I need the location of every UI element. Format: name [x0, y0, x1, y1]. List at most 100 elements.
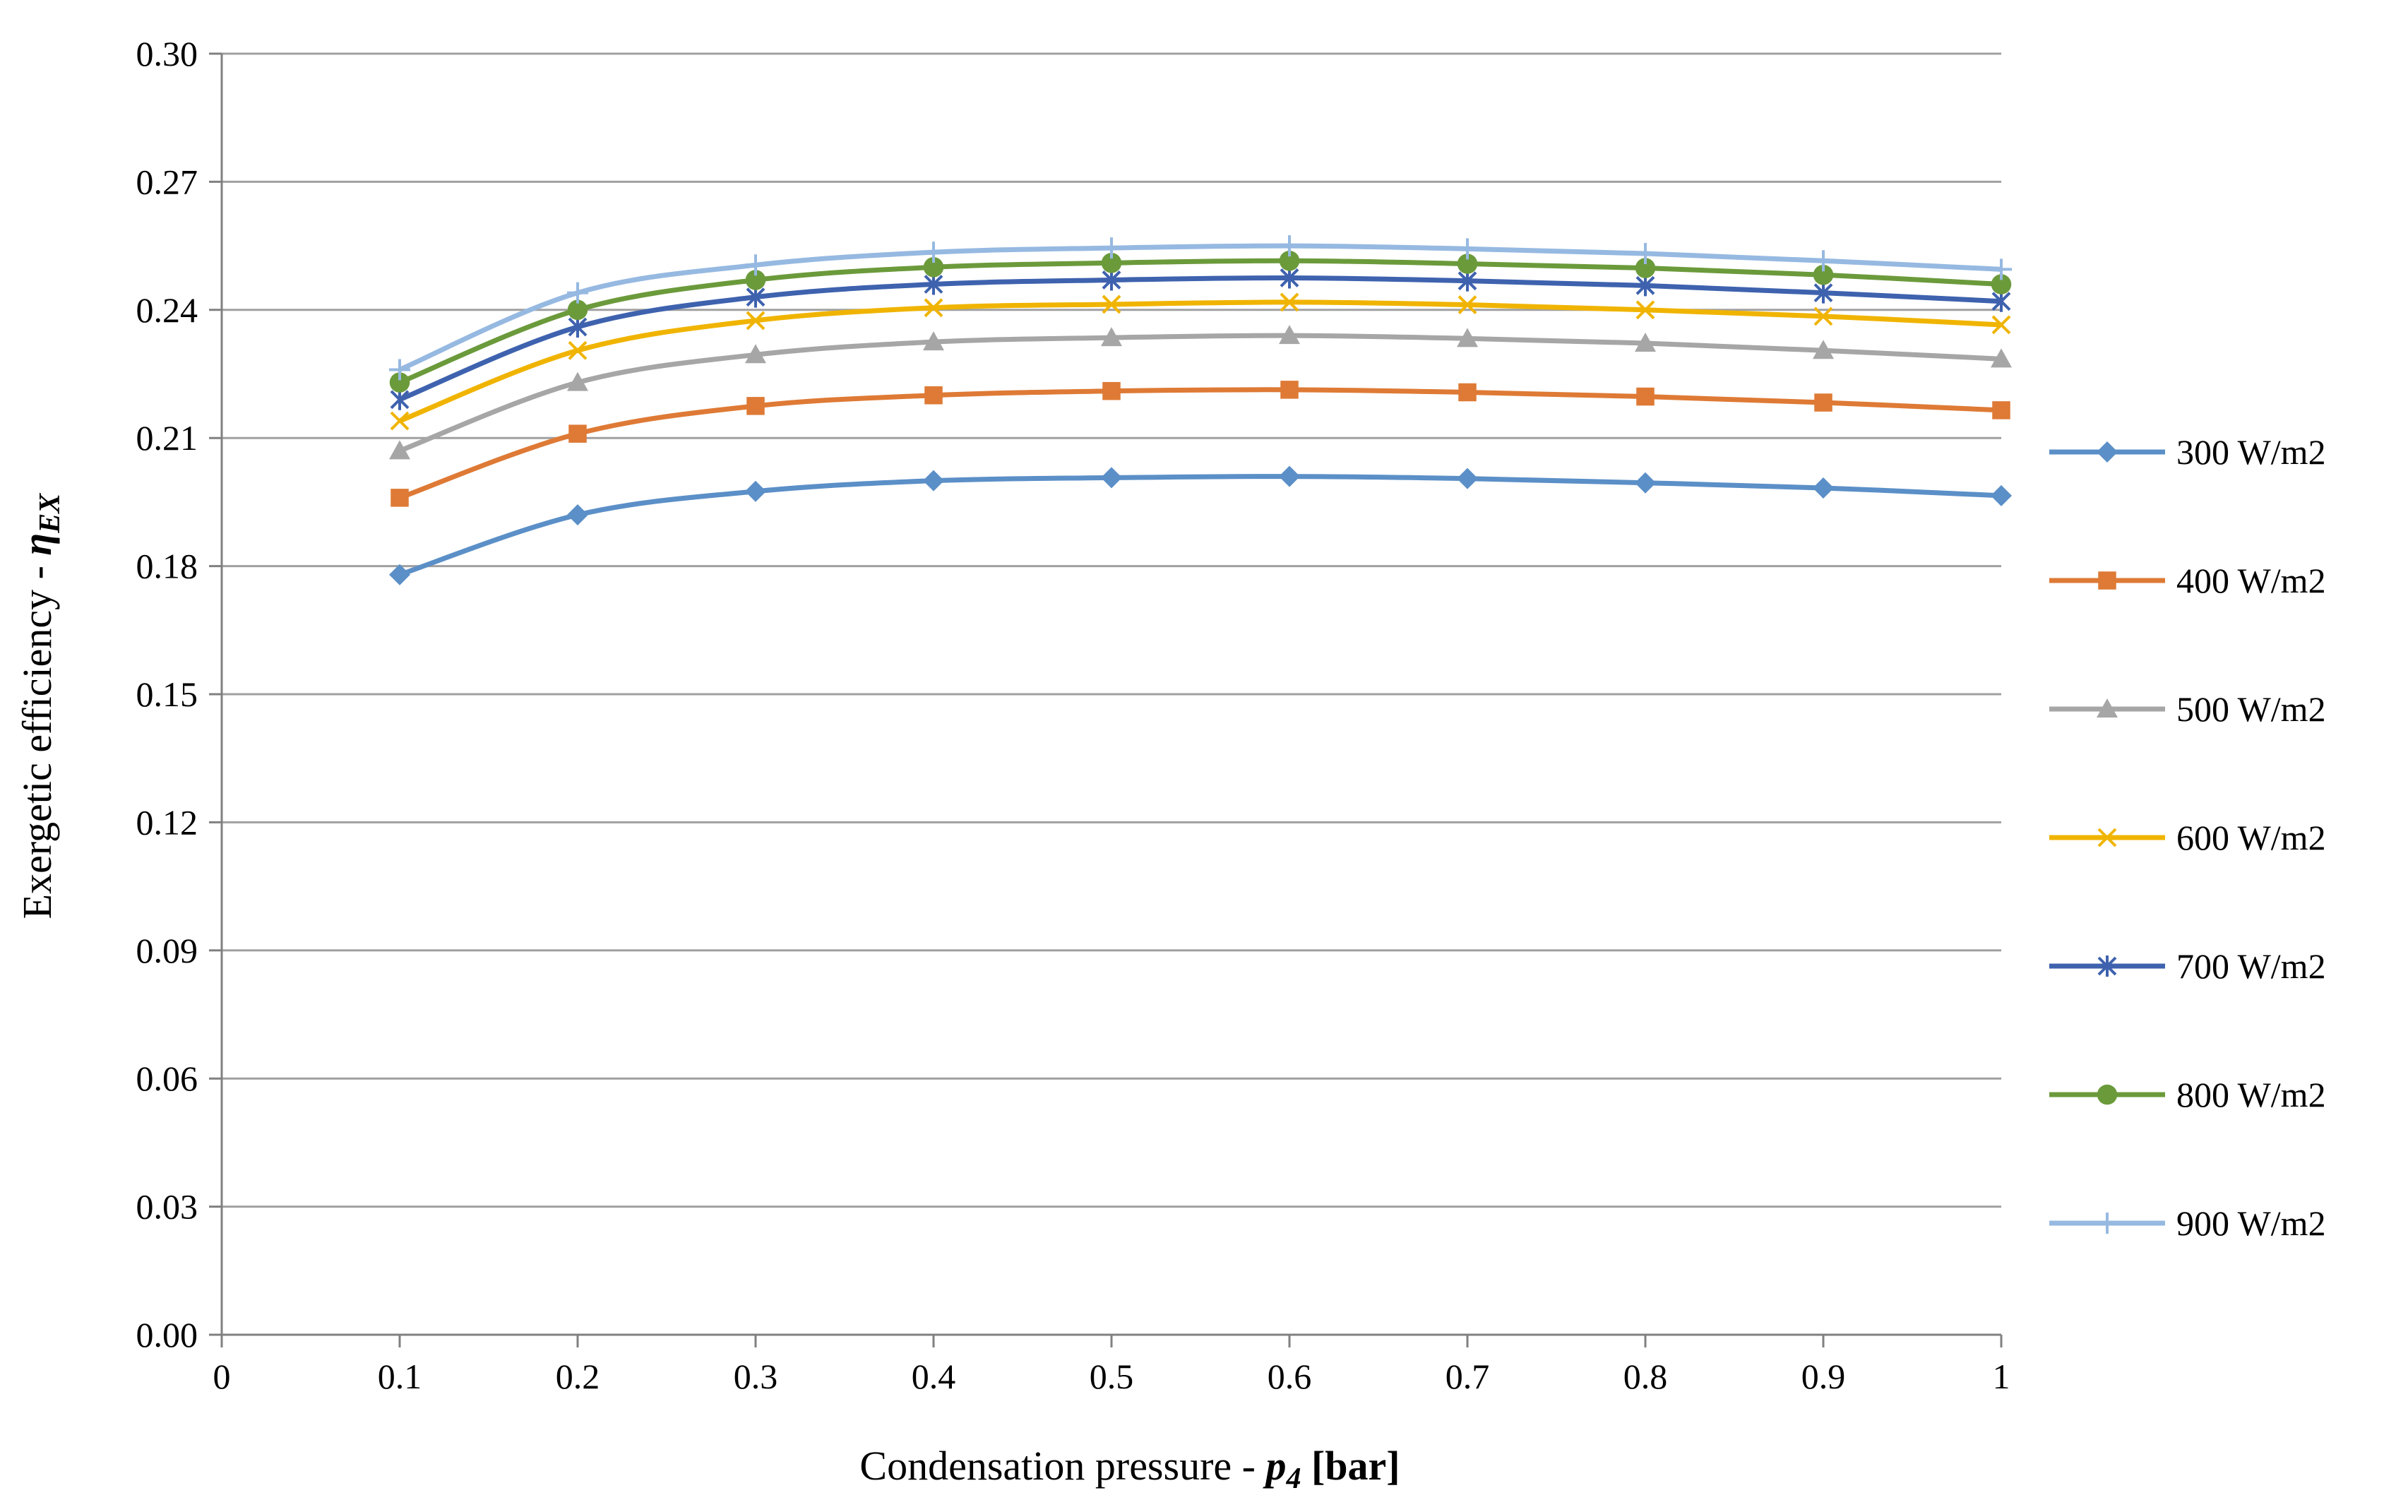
data-point	[1458, 295, 1477, 314]
legend-marker	[2097, 441, 2118, 463]
data-point	[1991, 348, 2012, 368]
y-tick-label: 0.18	[136, 547, 198, 586]
data-point	[923, 242, 944, 263]
data-point	[1457, 468, 1478, 489]
legend-item: 600 W/m2	[2049, 818, 2326, 857]
series-900-w-m2	[389, 235, 2012, 381]
y-tick-label: 0.03	[136, 1187, 198, 1227]
data-point	[1101, 327, 1122, 347]
legend-marker	[2097, 828, 2117, 847]
data-point	[567, 299, 588, 321]
x-axis-title: Condensation pressure - p4 [bar]	[859, 1443, 1400, 1495]
x-tick-label: 0.4	[912, 1357, 956, 1396]
legend-marker	[2097, 1084, 2118, 1105]
data-point	[1279, 251, 1300, 271]
x-tick-label: 0.6	[1268, 1357, 1312, 1396]
y-tick-label: 0.27	[136, 162, 198, 201]
legend-item: 500 W/m2	[2049, 689, 2326, 729]
y-tick-label: 0.09	[136, 931, 198, 970]
y-tick-label: 0.12	[136, 802, 198, 842]
x-tick-label: 0.3	[734, 1357, 778, 1396]
data-point	[1102, 294, 1121, 314]
data-point	[924, 298, 943, 318]
legend-item: 300 W/m2	[2049, 432, 2326, 472]
legend-marker	[2097, 698, 2118, 718]
data-point	[568, 424, 587, 443]
data-point	[1101, 467, 1122, 489]
data-point	[1635, 242, 1656, 264]
x-tick-label: 0.5	[1090, 1357, 1134, 1396]
data-point	[1991, 258, 2012, 280]
data-point	[745, 480, 766, 502]
data-point	[1457, 254, 1478, 274]
series-line	[398, 333, 2002, 453]
legend-marker	[2097, 1213, 2118, 1234]
data-point	[567, 282, 588, 304]
legend-item: 800 W/m2	[2049, 1075, 2326, 1114]
data-point	[1814, 393, 1832, 412]
y-tick-label: 0.06	[136, 1059, 198, 1098]
data-point	[923, 470, 944, 492]
data-point	[745, 270, 766, 290]
data-point	[1813, 340, 1834, 359]
x-tick-label: 0	[213, 1357, 231, 1396]
legend-item: 400 W/m2	[2049, 561, 2326, 600]
data-point	[745, 344, 766, 364]
x-tick-label: 0.9	[1801, 1357, 1846, 1396]
series-300-w-m2	[389, 465, 2012, 585]
data-point	[1813, 282, 1833, 304]
data-point	[1635, 300, 1655, 320]
data-point	[1813, 477, 1834, 499]
legend-item: 700 W/m2	[2049, 946, 2326, 986]
data-point	[1991, 315, 2011, 335]
series-800-w-m2	[389, 251, 2012, 393]
data-point	[1279, 235, 1300, 257]
data-point	[924, 386, 943, 405]
x-tick-label: 1	[1993, 1357, 2010, 1396]
series-line	[398, 275, 2002, 403]
y-tick-label: 0.15	[136, 674, 198, 714]
y-tick-label: 0.24	[136, 290, 198, 330]
legend-marker	[2098, 571, 2116, 590]
series-line	[398, 258, 2002, 385]
data-point	[1813, 306, 1833, 326]
plot-series	[389, 235, 2012, 585]
data-point	[1813, 250, 1834, 272]
data-point	[1991, 274, 2012, 294]
data-point	[1991, 484, 2012, 506]
x-tick-label: 0.2	[556, 1357, 600, 1396]
data-point	[1101, 237, 1122, 259]
legend-item: 900 W/m2	[2049, 1203, 2326, 1243]
legend-label: 900 W/m2	[2176, 1203, 2326, 1243]
axes	[209, 52, 2003, 1347]
data-point	[1636, 387, 1655, 406]
data-point	[1457, 238, 1478, 260]
data-point	[1635, 275, 1655, 297]
data-point	[390, 411, 410, 431]
series-600-w-m2	[390, 292, 2011, 431]
series-line	[398, 387, 2002, 501]
data-point	[923, 257, 944, 278]
gridlines	[222, 52, 2001, 1208]
legend-label: 400 W/m2	[2176, 561, 2326, 600]
series-line	[398, 243, 2002, 372]
data-point	[1279, 325, 1300, 345]
data-point	[1280, 292, 1299, 312]
data-point	[746, 311, 765, 331]
data-point	[1101, 253, 1122, 273]
data-point	[389, 564, 410, 585]
data-point	[568, 340, 588, 360]
y-tick-labels: 0.00 0.03 0.06 0.09 0.12 0.15 0.18 0.21 0.24 0.27…	[136, 34, 198, 1355]
x-tick-labels: 0 0.1 0.2 0.3 0.4 0.5 0.6 0.7 0.8 0.9 1	[213, 1357, 2010, 1396]
data-point	[923, 331, 944, 351]
y-axis-title: Exergetic efficiency - ηEX	[14, 493, 66, 919]
data-point	[1458, 383, 1477, 402]
x-tick-label: 0.7	[1446, 1357, 1490, 1396]
legend: 300 W/m2 400 W/m2 500 W/m2 600 W/m2 700 W/m2…	[2049, 432, 2326, 1243]
data-point	[389, 440, 410, 460]
legend-label: 500 W/m2	[2176, 689, 2326, 729]
data-point	[1635, 332, 1656, 352]
series-line	[398, 474, 2002, 578]
data-point	[1992, 401, 2010, 419]
